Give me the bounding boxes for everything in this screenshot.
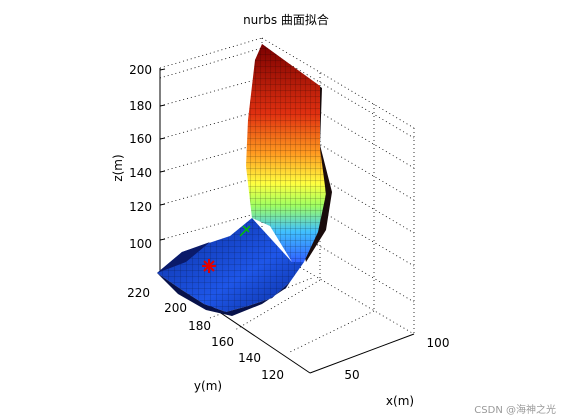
y-tick-label: 180	[188, 319, 211, 333]
z-tick-label: 100	[129, 237, 152, 251]
nurbs-surface	[157, 44, 332, 316]
x-tick-label: 100	[427, 336, 450, 350]
y-tick-label: 160	[211, 335, 234, 349]
green-marker	[239, 225, 251, 237]
z-axis-label: z(m)	[111, 154, 125, 181]
x-tick-label: 50	[344, 368, 359, 382]
x-axis-label: x(m)	[386, 394, 414, 408]
y-axis-label: y(m)	[194, 379, 222, 393]
red-marker	[202, 259, 216, 273]
z-tick-label: 140	[129, 166, 152, 180]
y-tick-label: 200	[164, 301, 187, 315]
z-tick-labels: 200 180 160 140 120 100	[129, 63, 152, 251]
z-tick-label: 160	[129, 132, 152, 146]
x-tick-labels: 50 100	[344, 336, 449, 382]
z-tick-label: 200	[129, 63, 152, 77]
y-tick-label: 120	[261, 368, 284, 382]
z-tick-marks	[159, 68, 166, 241]
z-tick-label: 120	[129, 200, 152, 214]
y-tick-label: 140	[238, 351, 261, 365]
watermark: CSDN @海神之光	[474, 403, 556, 416]
chart-title: nurbs 曲面拟合	[243, 12, 329, 27]
z-tick-label: 180	[129, 99, 152, 113]
y-tick-label: 220	[127, 286, 150, 300]
y-tick-labels: 220 200 180 160 140 120	[127, 286, 284, 382]
